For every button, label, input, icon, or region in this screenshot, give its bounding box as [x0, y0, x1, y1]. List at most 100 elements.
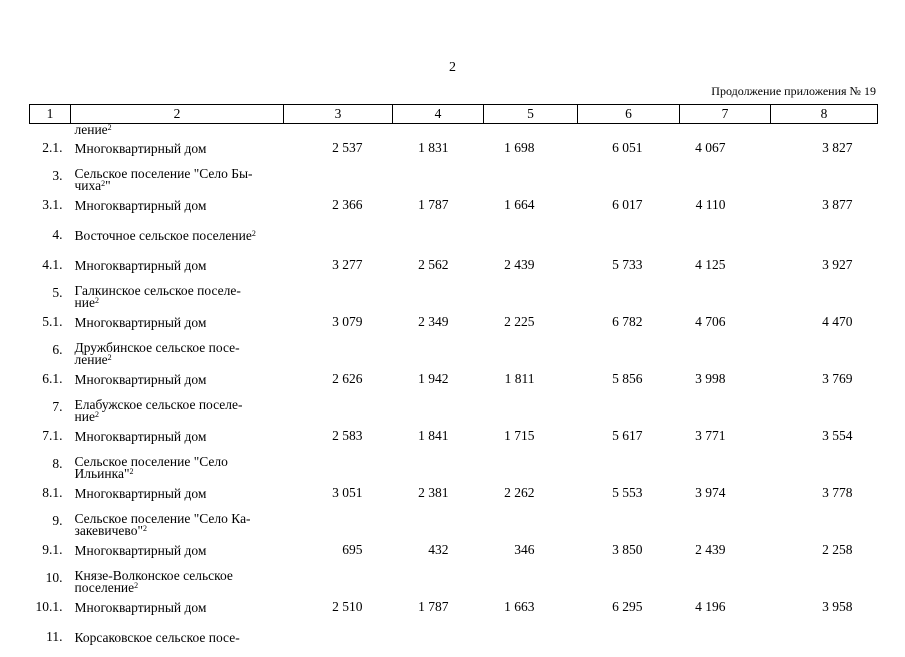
table-row: 8.1. Многоквартирный дом 3 051 2 381 2 262 5 …: [30, 483, 878, 513]
value-cell: 4 706: [695, 314, 726, 329]
value-cell: 2 349: [418, 314, 449, 329]
header-cell: 4: [392, 104, 484, 124]
object-name: Многоквартирный дом: [74, 543, 207, 558]
value-cell: 4 125: [695, 257, 726, 272]
value-cell: 5 617: [612, 428, 643, 443]
object-name: Многоквартирный дом: [74, 141, 207, 156]
value-cell: 2 562: [418, 257, 449, 272]
settlement-row: 8. Сельское поселение "Село Ильинка"2: [30, 454, 878, 483]
row-number: 2.1.: [42, 140, 63, 155]
settlement-row: 7. Елабужское сельское поселе-ние2: [30, 398, 878, 426]
value-cell: 6 782: [612, 314, 643, 329]
object-name: Многоквартирный дом: [74, 429, 207, 444]
settlement-name: Сельское поселение "Село Ка-закевичево"2: [74, 511, 251, 538]
object-name: Многоквартирный дом: [74, 258, 207, 273]
header-cell: 8: [770, 104, 878, 124]
settlement-name: Восточное сельское поселение2: [74, 228, 256, 243]
settlement-row: 6. Дружбинское сельское посе-ление2: [30, 340, 878, 369]
value-cell: 3 277: [332, 257, 363, 272]
value-cell: 346: [514, 542, 535, 557]
value-cell: 4 110: [695, 197, 726, 212]
value-cell: 3 051: [332, 485, 363, 500]
value-cell: 4 196: [695, 599, 726, 614]
settlement-name: Сельское поселение "Село Ильинка"2: [74, 454, 228, 481]
value-cell: 2 510: [332, 599, 363, 614]
value-cell: 6 295: [612, 599, 643, 614]
value-cell: 3 998: [695, 371, 726, 386]
value-cell: 3 850: [612, 542, 643, 557]
object-name: Многоквартирный дом: [74, 600, 207, 615]
value-cell: 2 439: [504, 257, 535, 272]
value-cell: 1 663: [504, 599, 535, 614]
row-number: 4.: [52, 227, 63, 242]
row-number: 9.: [52, 513, 63, 528]
value-cell: 2 626: [332, 371, 363, 386]
table-row: 6.1. Многоквартирный дом 2 626 1 942 1 811 5 …: [30, 369, 878, 399]
row-number: 10.: [45, 570, 63, 585]
row-number: 10.1.: [35, 599, 63, 614]
value-cell: 5 553: [612, 485, 643, 500]
row-number: 6.1.: [42, 371, 63, 386]
value-cell: 2 439: [695, 542, 726, 557]
page-number: 2: [449, 60, 456, 75]
value-cell: 1 715: [504, 428, 535, 443]
header-cell: 3: [283, 104, 393, 124]
value-cell: 4 067: [695, 140, 726, 155]
settlement-name: Сельское поселение "Село Бы-чиха2": [74, 166, 253, 193]
settlement-row: 5. Галкинское сельское поселе-ние2: [30, 283, 878, 312]
settlement-row: 3. Сельское поселение "Село Бы-чиха2": [30, 166, 878, 195]
value-cell: 1 841: [418, 428, 449, 443]
value-cell: 2 366: [332, 197, 363, 212]
settlement-name: Галкинское сельское поселе-ние2: [74, 283, 241, 310]
value-cell: 3 927: [822, 257, 853, 272]
header-cell: 1: [29, 104, 71, 124]
value-cell: 1 811: [504, 371, 535, 386]
value-cell: 3 771: [695, 428, 726, 443]
settlement-name: Дружбинское сельское посе-ление2: [74, 340, 240, 367]
settlement-row: 4. Восточное сельское поселение2: [30, 225, 878, 255]
value-cell: 695: [342, 542, 363, 557]
value-cell: 4 470: [822, 314, 853, 329]
value-cell: 3 958: [822, 599, 853, 614]
value-cell: 2 381: [418, 485, 449, 500]
settlement-name: Князе-Волконское сельское поселение2: [74, 568, 233, 595]
row-number: 8.: [52, 456, 63, 471]
row-number: 11.: [46, 629, 63, 644]
value-cell: 1 787: [418, 197, 449, 212]
value-cell: 3 079: [332, 314, 363, 329]
tariff-table: 1 2 3 4 5 6 7 8 ление2 2.1. Многоквартирн…: [29, 104, 878, 657]
row-number: 4.1.: [42, 257, 63, 272]
header-cell: 7: [679, 104, 771, 124]
row-number: 9.1.: [42, 542, 63, 557]
object-name: Многоквартирный дом: [74, 198, 207, 213]
object-name: Многоквартирный дом: [74, 315, 207, 330]
value-cell: 2 537: [332, 140, 363, 155]
table-row: 10.1. Многоквартирный дом 2 510 1 787 1 663 6…: [30, 597, 878, 627]
header-row: 1 2 3 4 5 6 7 8: [29, 104, 878, 124]
row-number: 6.: [52, 342, 63, 357]
value-cell: 2 225: [504, 314, 535, 329]
row-number: 5.1.: [42, 314, 63, 329]
row-number: 7.: [52, 399, 63, 414]
continuation-label: Продолжение приложения № 19: [711, 84, 876, 98]
table-row: 4.1. Многоквартирный дом 3 277 2 562 2 439 5 …: [30, 255, 878, 285]
settlement-row: 11. Корсаковское сельское посе-: [30, 627, 878, 657]
value-cell: 6 017: [612, 197, 643, 212]
value-cell: 1 942: [418, 371, 449, 386]
value-cell: 2 258: [822, 542, 853, 557]
table-row: 3.1. Многоквартирный дом 2 366 1 787 1 664 6 …: [30, 195, 878, 225]
table-row: 5.1. Многоквартирный дом 3 079 2 349 2 225 6 …: [30, 312, 878, 342]
header-cell: 5: [483, 104, 578, 124]
table-row: 7.1. Многоквартирный дом 2 583 1 841 1 715 5 …: [30, 426, 878, 456]
row-number: 5.: [52, 285, 63, 300]
value-cell: 3 778: [822, 485, 853, 500]
value-cell: 1 831: [418, 140, 449, 155]
value-cell: 2 262: [504, 485, 535, 500]
settlement-name: Корсаковское сельское посе-: [74, 630, 240, 645]
row-number: 3.1.: [42, 197, 63, 212]
header-cell: 6: [577, 104, 680, 124]
value-cell: 3 769: [822, 371, 853, 386]
object-name: Многоквартирный дом: [74, 486, 207, 501]
value-cell: 1 787: [418, 599, 449, 614]
value-cell: 3 877: [822, 197, 853, 212]
